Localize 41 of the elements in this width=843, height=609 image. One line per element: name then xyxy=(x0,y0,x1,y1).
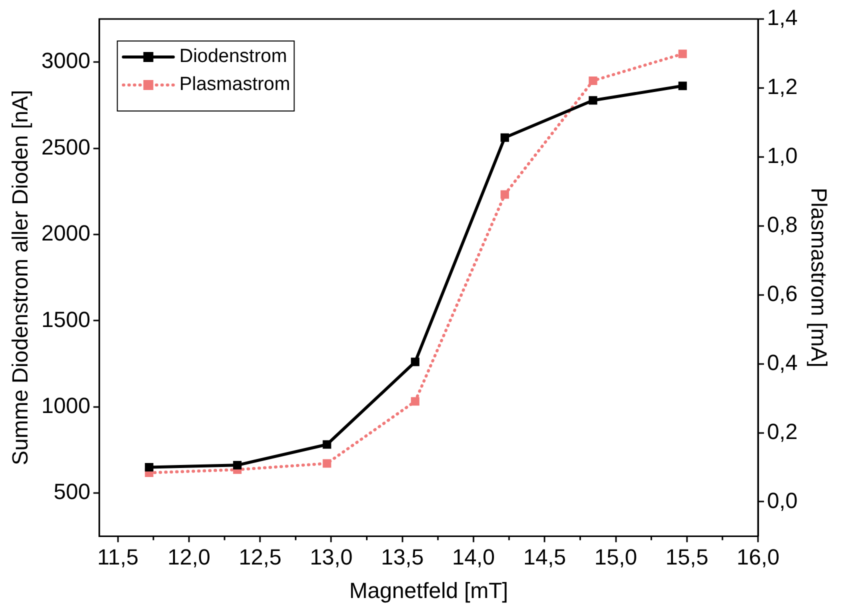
y2-tick-label: 1,2 xyxy=(767,74,798,100)
x-tick-label: 12,5 xyxy=(238,544,282,570)
legend-label: Diodenstrom xyxy=(179,46,288,68)
x-tick-label: 15,5 xyxy=(665,544,708,570)
y2-tick-label: 0,8 xyxy=(767,212,798,237)
y-axis-title: Summe Diodenstrom aller Dioden [nA] xyxy=(7,90,32,466)
point xyxy=(233,460,242,470)
y2-tick-label: 0,0 xyxy=(767,488,798,513)
y2-axis-title: Plasmastrom [mA] xyxy=(806,188,832,368)
x-tick-label: 15,0 xyxy=(594,544,638,570)
x-tick-label: 14,5 xyxy=(523,544,566,570)
x-tick-label: 12,0 xyxy=(168,544,210,570)
x-tick-label: 13,0 xyxy=(310,544,353,570)
y-tick-label: 2500 xyxy=(41,134,90,160)
y2-tick-label: 0,6 xyxy=(767,280,798,306)
point xyxy=(144,463,154,472)
point xyxy=(588,96,598,105)
point xyxy=(500,190,510,199)
x-tick-label: 16,0 xyxy=(736,544,780,570)
y2-tick-label: 1,0 xyxy=(767,142,798,168)
y2-tick-label: 1,4 xyxy=(767,5,798,30)
y-tick-label: 3000 xyxy=(41,48,90,74)
point xyxy=(410,358,420,366)
x-axis-title: Magnetfeld [mT] xyxy=(349,578,508,603)
y-tick-label: 1500 xyxy=(41,306,90,332)
point xyxy=(322,459,332,468)
x-tick-label: 14,0 xyxy=(452,544,495,570)
point xyxy=(410,397,420,406)
x-tick-label: 11,5 xyxy=(97,544,138,570)
point xyxy=(500,133,510,142)
point xyxy=(588,76,598,85)
y2-tick-label: 0,2 xyxy=(767,418,798,444)
point xyxy=(322,440,332,449)
y-tick-label: 1000 xyxy=(41,392,90,418)
y-tick-label: 500 xyxy=(54,479,90,504)
point xyxy=(678,50,687,58)
x-tick-label: 13,5 xyxy=(380,544,424,570)
legend-label: Plasmastrom xyxy=(179,74,290,96)
point xyxy=(678,82,687,90)
y-tick-label: 2000 xyxy=(41,220,90,246)
y2-tick-label: 0,4 xyxy=(767,350,798,375)
